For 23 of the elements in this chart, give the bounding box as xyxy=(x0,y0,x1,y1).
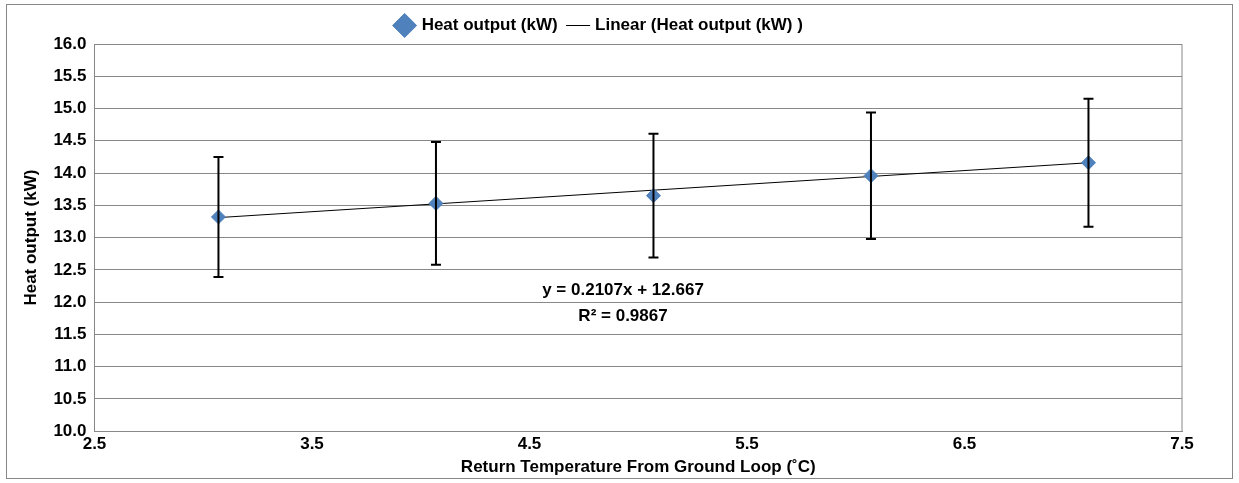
annotation: y = 0.2107x + 12.667 xyxy=(542,280,704,300)
y-tick-label: 16.0 xyxy=(53,33,87,53)
x-axis-title: Return Temperature From Ground Loop (˚C) xyxy=(460,457,816,477)
y-tick-label: 15.0 xyxy=(53,98,87,118)
x-tick-label: 5.5 xyxy=(735,434,759,454)
y-tick-label: 13.5 xyxy=(53,195,87,215)
y-tick-label: 14.0 xyxy=(53,162,87,182)
y-tick-label: 12.5 xyxy=(53,259,87,279)
x-tick-label: 3.5 xyxy=(300,434,324,454)
y-tick-label: 14.5 xyxy=(53,130,87,150)
y-tick-label: 12.0 xyxy=(53,291,87,311)
x-tick-label: 7.5 xyxy=(1170,434,1194,454)
y-tick-label: 11.0 xyxy=(54,356,87,376)
y-axis-title: Heat output (kW) xyxy=(20,169,40,306)
annotation: R² = 0.9867 xyxy=(578,306,668,326)
y-tick-label: 15.5 xyxy=(53,65,87,85)
x-tick-label: 6.5 xyxy=(952,434,977,454)
y-tick-label: 13.0 xyxy=(53,227,87,247)
x-tick-label: 4.5 xyxy=(517,434,542,454)
legend-label: Linear (Heat output (kW) ) xyxy=(595,15,803,35)
y-tick-label: 11.5 xyxy=(54,324,87,344)
legend-label: Heat output (kW) xyxy=(421,15,558,35)
y-tick-label: 10.5 xyxy=(53,388,87,408)
